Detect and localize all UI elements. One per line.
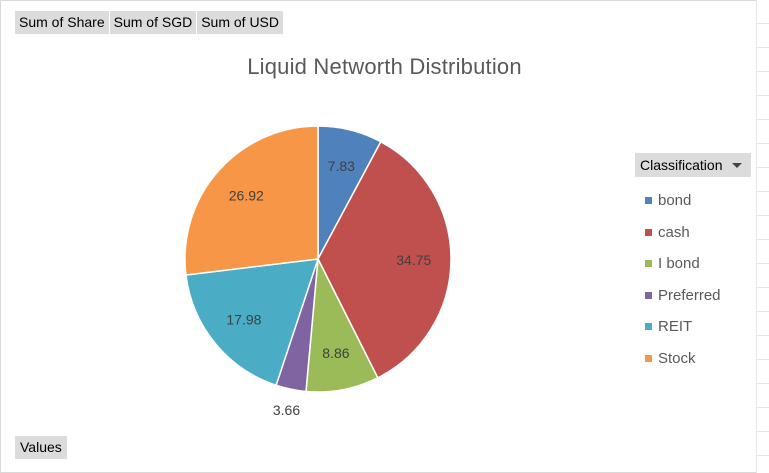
legend-label: Preferred: [658, 286, 721, 304]
legend-item-stock: Stock: [635, 343, 751, 375]
legend-swatch: [645, 323, 652, 331]
legend-label: I bond: [658, 255, 700, 273]
pie-slice-reit[interactable]: [185, 258, 320, 387]
data-label-bond: 7.83: [328, 158, 355, 174]
legend-swatch: [645, 260, 652, 268]
data-label-stock: 26.92: [229, 188, 264, 204]
worksheet-grid-edge: [756, 0, 769, 473]
legend-item-preferred: Preferred: [635, 280, 751, 312]
legend-header-label: Classification: [640, 157, 723, 173]
data-label-cash: 34.75: [396, 252, 431, 268]
legend-label: bond: [658, 192, 692, 210]
legend-item-i-bond: I bond: [635, 248, 751, 280]
field-button-sum-of-usd[interactable]: Sum of USD: [197, 11, 285, 34]
chart-title: Liquid Networth Distribution: [247, 54, 522, 79]
legend-item-cash: cash: [635, 217, 751, 249]
legend-item-reit: REIT: [635, 311, 751, 343]
values-field-button[interactable]: Values: [15, 436, 67, 459]
legend-swatch: [645, 354, 652, 362]
legend-swatch: [645, 291, 652, 299]
data-label-reit: 17.98: [226, 312, 261, 328]
field-button-sum-of-sgd[interactable]: Sum of SGD: [109, 11, 198, 34]
chevron-down-icon: [732, 163, 742, 168]
legend: Classification bond cash I bond Preferred RE…: [635, 153, 751, 374]
legend-label: Stock: [658, 349, 696, 367]
data-label-preferred: 3.66: [273, 402, 300, 418]
legend-swatch: [645, 197, 652, 205]
pie-slice-cash[interactable]: [317, 140, 452, 379]
pie-slice-stock[interactable]: [184, 125, 319, 276]
legend-filter-button[interactable]: Classification: [635, 153, 751, 177]
legend-label: cash: [658, 223, 690, 241]
legend-swatch: [645, 228, 652, 236]
legend-label: REIT: [658, 318, 693, 336]
pivot-field-buttons: Sum of Share Sum of SGD Sum of USD: [15, 11, 285, 34]
data-label-i-bond: 8.86: [322, 345, 349, 361]
field-button-sum-of-share[interactable]: Sum of Share: [15, 11, 110, 34]
legend-list: bond cash I bond Preferred REIT Stock: [635, 185, 751, 374]
legend-item-bond: bond: [635, 185, 751, 217]
